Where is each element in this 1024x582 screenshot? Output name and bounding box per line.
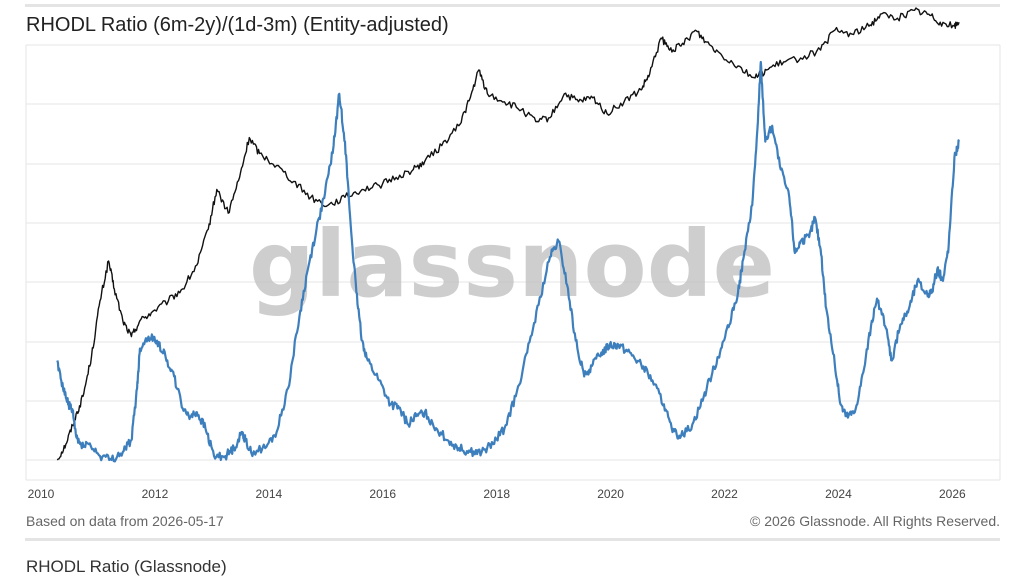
price-series-line xyxy=(56,7,960,461)
bottom-divider xyxy=(25,538,1000,541)
grid-lines xyxy=(25,44,1001,481)
copyright-note: © 2026 Glassnode. All Rights Reserved. xyxy=(749,513,1000,529)
glassnode-watermark: glassnode xyxy=(249,211,775,318)
x-tick-label: 2018 xyxy=(483,487,510,501)
data-source-note: Based on data from 2026-05-17 xyxy=(26,513,224,529)
x-tick-label: 2020 xyxy=(597,487,624,501)
rhodl-series-line xyxy=(56,60,961,463)
x-tick-label: 2010 xyxy=(28,487,55,501)
x-tick-label: 2026 xyxy=(939,487,966,501)
series-group xyxy=(56,7,961,463)
x-axis-ticks: 2010 2012 2014 2016 2018 2020 2022 2024 2026 xyxy=(28,487,966,501)
x-tick-label: 2016 xyxy=(369,487,396,501)
rhodl-chart: glassnode 2010 2012 2014 2016 2018 2020 2022 20… xyxy=(25,7,1001,501)
x-tick-label: 2022 xyxy=(711,487,738,501)
x-tick-label: 2012 xyxy=(142,487,169,501)
x-tick-label: 2024 xyxy=(825,487,852,501)
top-divider xyxy=(25,4,1000,7)
x-tick-label: 2014 xyxy=(255,487,282,501)
chart-title: RHODL Ratio (6m-2y)/(1d-3m) (Entity-adju… xyxy=(26,14,449,36)
figure-caption: RHODL Ratio (Glassnode) xyxy=(26,557,227,576)
